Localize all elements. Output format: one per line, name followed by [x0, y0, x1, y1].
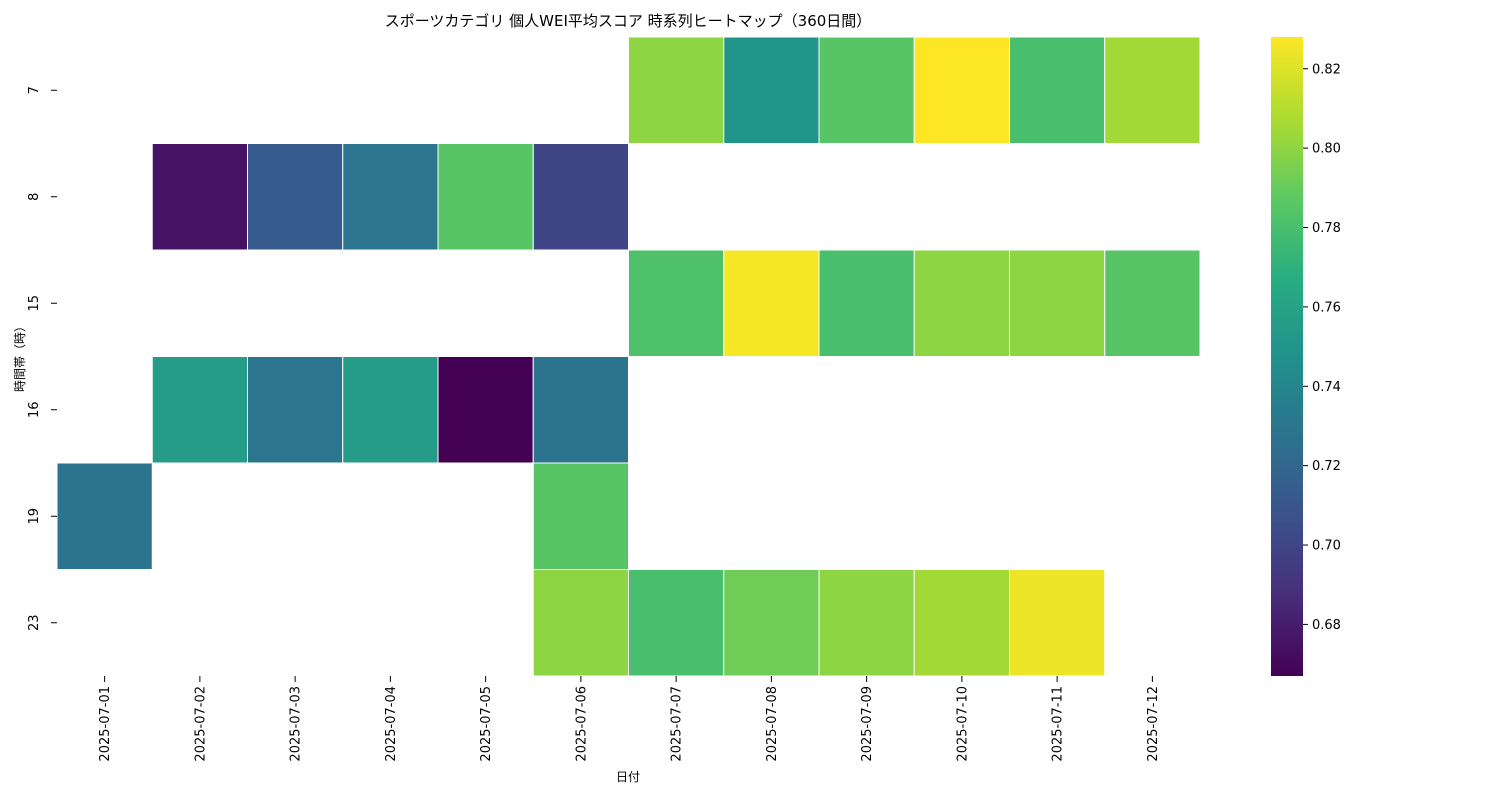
heatmap-cell [723, 569, 820, 677]
colorbar-tick-label: 0.72 [1312, 459, 1341, 474]
heatmap-cell [342, 356, 439, 464]
heatmap-cell [1104, 36, 1201, 144]
y-tick-label: 15 [27, 295, 42, 312]
x-tick-label: 2025-07-11 [1051, 686, 1066, 762]
heatmap-cell [628, 249, 725, 357]
heatmap-cell [532, 569, 629, 677]
heatmap-cell [151, 356, 248, 464]
heatmap-cell [1104, 249, 1201, 357]
y-axis: 7 8 15 16 19 23 [27, 86, 57, 631]
heatmap-cell [247, 143, 344, 251]
colorbar: 0.68 0.70 0.72 0.74 0.76 0.78 0.80 0.82 [1271, 37, 1341, 676]
x-tick-label: 2025-07-12 [1146, 686, 1161, 762]
heatmap-cell [342, 143, 439, 251]
x-tick-label: 2025-07-01 [98, 686, 113, 762]
colorbar-tick-label: 0.82 [1312, 62, 1341, 77]
heatmap-cell [532, 462, 629, 570]
colorbar-tick-label: 0.68 [1312, 618, 1341, 633]
x-tick-label: 2025-07-05 [479, 686, 494, 762]
colorbar-tick-label: 0.76 [1312, 300, 1341, 315]
heatmap-cell [437, 143, 534, 251]
heatmap-cell [818, 36, 915, 144]
heatmap-cell [532, 143, 629, 251]
colorbar-tick-label: 0.74 [1312, 380, 1341, 395]
x-tick-label: 2025-07-08 [765, 686, 780, 762]
heatmap-cell [1009, 249, 1106, 357]
heatmap-cell [628, 36, 725, 144]
heatmap-cell [723, 36, 820, 144]
y-axis-label: 時間帯（時） [13, 320, 27, 392]
y-tick-label: 19 [27, 508, 42, 525]
heatmap-cell [818, 249, 915, 357]
heatmap-cell [913, 249, 1010, 357]
heatmap-cell [151, 143, 248, 251]
chart-title: スポーツカテゴリ 個人WEI平均スコア 時系列ヒートマップ（360日間） [385, 12, 872, 30]
y-tick-label: 23 [27, 614, 42, 631]
x-axis: 2025-07-01 2025-07-02 2025-07-03 2025-07-04… [98, 676, 1161, 762]
x-tick-label: 2025-07-07 [670, 686, 685, 762]
y-tick-label: 8 [27, 193, 42, 201]
x-tick-label: 2025-07-10 [955, 686, 970, 762]
heatmap-cell [723, 249, 820, 357]
colorbar-tick-label: 0.80 [1312, 142, 1341, 157]
heatmap-cell [1009, 569, 1106, 677]
x-tick-label: 2025-07-09 [860, 686, 875, 762]
heatmap-cell [818, 569, 915, 677]
x-tick-label: 2025-07-04 [384, 686, 399, 762]
colorbar-tick-label: 0.70 [1312, 539, 1341, 554]
heatmap-cell [1009, 36, 1106, 144]
heatmap-cell [628, 569, 725, 677]
colorbar-tick-label: 0.78 [1312, 221, 1341, 236]
heatmap-cell [913, 36, 1010, 144]
y-tick-label: 16 [27, 401, 42, 418]
heatmap-cell [437, 356, 534, 464]
heatmap-cells [56, 36, 1201, 677]
heatmap-cell [56, 462, 153, 570]
heatmap-cell [532, 356, 629, 464]
x-tick-label: 2025-07-02 [193, 686, 208, 762]
heatmap-cell [913, 569, 1010, 677]
colorbar-gradient [1271, 37, 1303, 676]
x-tick-label: 2025-07-03 [289, 686, 304, 762]
y-tick-label: 7 [27, 86, 42, 94]
x-axis-label: 日付 [616, 770, 640, 784]
heatmap-cell [247, 356, 344, 464]
x-tick-label: 2025-07-06 [574, 686, 589, 762]
